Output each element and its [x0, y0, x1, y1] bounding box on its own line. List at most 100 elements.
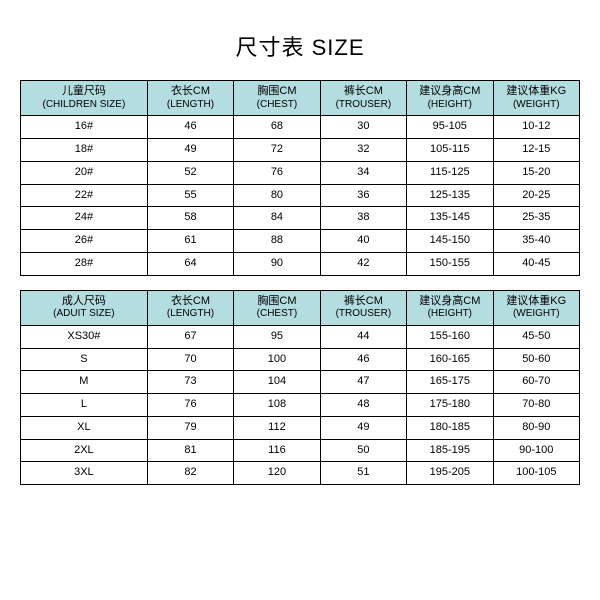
col-label-en: (WEIGHT) — [496, 99, 577, 112]
table-cell: 42 — [320, 252, 406, 275]
col-label-en: (WEIGHT) — [496, 308, 577, 321]
table-cell: 36 — [320, 184, 406, 207]
table-cell: 52 — [147, 161, 233, 184]
col-label-en: (CHEST) — [236, 308, 317, 321]
table-cell: 49 — [147, 139, 233, 162]
col-label-cn: 建议体重KG — [496, 85, 577, 99]
table-cell: 32 — [320, 139, 406, 162]
table-cell: 55 — [147, 184, 233, 207]
table-cell: 15-20 — [493, 161, 579, 184]
children-col-height: 建议身高CM(HEIGHT) — [407, 81, 493, 116]
table-cell: 125-135 — [407, 184, 493, 207]
table-cell: 104 — [234, 371, 320, 394]
table-cell: 80 — [234, 184, 320, 207]
table-cell: 67 — [147, 325, 233, 348]
table-cell: 90-100 — [493, 439, 579, 462]
table-cell: 34 — [320, 161, 406, 184]
col-label-en: (TROUSER) — [323, 99, 404, 112]
table-row: S7010046160-16550-60 — [21, 348, 580, 371]
table-cell: 116 — [234, 439, 320, 462]
table-cell: XS30# — [21, 325, 148, 348]
adult-col-trouser: 裤长CM(TROUSER) — [320, 290, 406, 325]
table-row: M7310447165-17560-70 — [21, 371, 580, 394]
col-label-en: (LENGTH) — [150, 308, 231, 321]
adult-body: XS30#679544155-16045-50S7010046160-16550… — [21, 325, 580, 484]
table-cell: 160-165 — [407, 348, 493, 371]
table-cell: S — [21, 348, 148, 371]
children-col-weight: 建议体重KG(WEIGHT) — [493, 81, 579, 116]
table-cell: 72 — [234, 139, 320, 162]
children-col-chest: 胸围CM(CHEST) — [234, 81, 320, 116]
col-label-cn: 建议身高CM — [409, 295, 490, 309]
table-cell: 90 — [234, 252, 320, 275]
col-label-cn: 衣长CM — [150, 85, 231, 99]
col-label-cn: 建议身高CM — [409, 85, 490, 99]
table-cell: 46 — [147, 116, 233, 139]
adult-col-size: 成人尺码(ADUIT SIZE) — [21, 290, 148, 325]
table-cell: 35-40 — [493, 230, 579, 253]
table-cell: 180-185 — [407, 416, 493, 439]
table-cell: 16# — [21, 116, 148, 139]
table-cell: 68 — [234, 116, 320, 139]
children-col-length: 衣长CM(LENGTH) — [147, 81, 233, 116]
children-body: 16#46683095-10510-1218#497232105-11512-1… — [21, 116, 580, 275]
table-row: 16#46683095-10510-12 — [21, 116, 580, 139]
table-cell: 45-50 — [493, 325, 579, 348]
table-cell: 120 — [234, 462, 320, 485]
adult-header-row: 成人尺码(ADUIT SIZE) 衣长CM(LENGTH) 胸围CM(CHEST… — [21, 290, 580, 325]
table-cell: 3XL — [21, 462, 148, 485]
table-row: 3XL8212051195-205100-105 — [21, 462, 580, 485]
table-cell: 51 — [320, 462, 406, 485]
table-cell: 76 — [234, 161, 320, 184]
col-label-cn: 儿童尺码 — [23, 85, 145, 99]
table-cell: 115-125 — [407, 161, 493, 184]
table-cell: 20-25 — [493, 184, 579, 207]
table-cell: 155-160 — [407, 325, 493, 348]
table-cell: 10-12 — [493, 116, 579, 139]
adult-col-weight: 建议体重KG(WEIGHT) — [493, 290, 579, 325]
table-cell: 73 — [147, 371, 233, 394]
table-cell: M — [21, 371, 148, 394]
table-cell: 80-90 — [493, 416, 579, 439]
table-cell: 95-105 — [407, 116, 493, 139]
table-cell: 70 — [147, 348, 233, 371]
table-cell: 135-145 — [407, 207, 493, 230]
table-cell: 49 — [320, 416, 406, 439]
col-label-en: (TROUSER) — [323, 308, 404, 321]
table-cell: 30 — [320, 116, 406, 139]
table-cell: 105-115 — [407, 139, 493, 162]
col-label-cn: 衣长CM — [150, 295, 231, 309]
table-row: 20#527634115-12515-20 — [21, 161, 580, 184]
table-cell: 81 — [147, 439, 233, 462]
table-cell: 79 — [147, 416, 233, 439]
table-cell: 70-80 — [493, 394, 579, 417]
table-cell: 165-175 — [407, 371, 493, 394]
table-cell: 88 — [234, 230, 320, 253]
table-row: 28#649042150-15540-45 — [21, 252, 580, 275]
table-cell: 26# — [21, 230, 148, 253]
table-cell: 48 — [320, 394, 406, 417]
adult-col-chest: 胸围CM(CHEST) — [234, 290, 320, 325]
table-cell: 22# — [21, 184, 148, 207]
table-row: 22#558036125-13520-25 — [21, 184, 580, 207]
table-cell: 20# — [21, 161, 148, 184]
table-cell: 12-15 — [493, 139, 579, 162]
table-cell: 46 — [320, 348, 406, 371]
table-cell: 64 — [147, 252, 233, 275]
table-cell: 2XL — [21, 439, 148, 462]
col-label-en: (ADUIT SIZE) — [23, 308, 145, 321]
table-row: 2XL8111650185-19590-100 — [21, 439, 580, 462]
adult-col-height: 建议身高CM(HEIGHT) — [407, 290, 493, 325]
table-cell: L — [21, 394, 148, 417]
col-label-cn: 裤长CM — [323, 295, 404, 309]
children-header-row: 儿童尺码(CHILDREN SIZE) 衣长CM(LENGTH) 胸围CM(CH… — [21, 81, 580, 116]
table-cell: 38 — [320, 207, 406, 230]
col-label-en: (CHEST) — [236, 99, 317, 112]
table-cell: XL — [21, 416, 148, 439]
table-cell: 150-155 — [407, 252, 493, 275]
col-label-cn: 裤长CM — [323, 85, 404, 99]
table-row: 26#618840145-15035-40 — [21, 230, 580, 253]
table-row: 24#588438135-14525-35 — [21, 207, 580, 230]
table-cell: 84 — [234, 207, 320, 230]
table-cell: 61 — [147, 230, 233, 253]
